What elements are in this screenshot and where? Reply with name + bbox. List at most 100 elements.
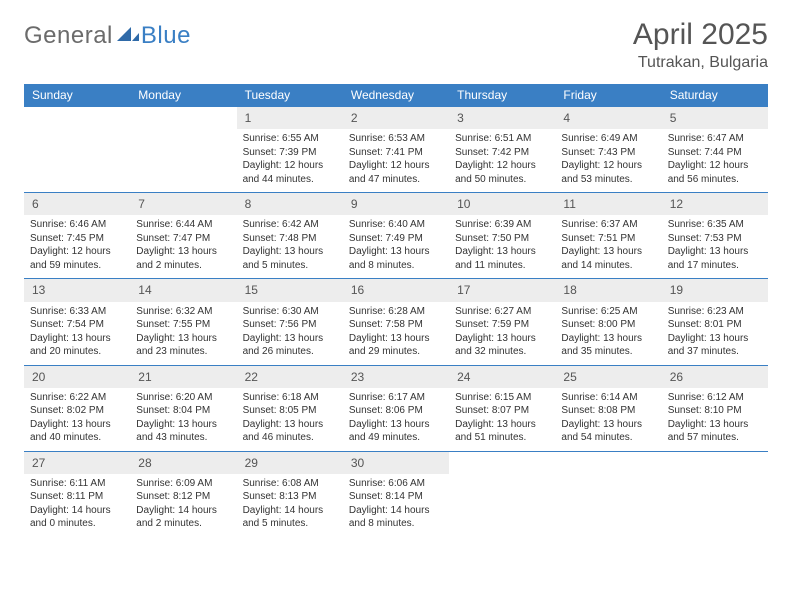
daylight-text: and 23 minutes.	[136, 345, 230, 359]
day-number: 28	[130, 452, 236, 474]
day-cell: Sunrise: 6:25 AMSunset: 8:00 PMDaylight:…	[555, 302, 661, 366]
logo-text-general: General	[24, 22, 113, 50]
sunrise-text: Sunrise: 6:12 AM	[668, 391, 762, 405]
daylight-text: and 59 minutes.	[30, 259, 124, 273]
sunrise-text: Sunrise: 6:11 AM	[30, 477, 124, 491]
day-number: 25	[555, 366, 661, 388]
day-cell: Sunrise: 6:51 AMSunset: 7:42 PMDaylight:…	[449, 129, 555, 193]
day-number: 5	[662, 107, 768, 129]
day-cell: Sunrise: 6:09 AMSunset: 8:12 PMDaylight:…	[130, 474, 236, 537]
daylight-text: Daylight: 12 hours	[455, 159, 549, 173]
daylight-text: and 47 minutes.	[349, 173, 443, 187]
daylight-text: Daylight: 12 hours	[243, 159, 337, 173]
day-number: 19	[662, 279, 768, 301]
daylight-text: Daylight: 14 hours	[243, 504, 337, 518]
weekday-header-row: SundayMondayTuesdayWednesdayThursdayFrid…	[24, 84, 768, 107]
day-number-row: 12345	[24, 107, 768, 130]
day-cell: Sunrise: 6:39 AMSunset: 7:50 PMDaylight:…	[449, 215, 555, 279]
weekday-header: Thursday	[449, 84, 555, 107]
sunrise-text: Sunrise: 6:44 AM	[136, 218, 230, 232]
sunset-text: Sunset: 8:14 PM	[349, 490, 443, 504]
daylight-text: and 46 minutes.	[243, 431, 337, 445]
title-block: April 2025 Tutrakan, Bulgaria	[633, 18, 768, 72]
day-cell: Sunrise: 6:37 AMSunset: 7:51 PMDaylight:…	[555, 215, 661, 279]
daylight-text: and 32 minutes.	[455, 345, 549, 359]
daylight-text: Daylight: 13 hours	[349, 245, 443, 259]
daylight-text: Daylight: 14 hours	[349, 504, 443, 518]
daylight-text: and 5 minutes.	[243, 517, 337, 531]
day-cell	[449, 474, 555, 537]
day-number: 11	[555, 193, 661, 215]
daylight-text: Daylight: 13 hours	[243, 418, 337, 432]
day-cell: Sunrise: 6:20 AMSunset: 8:04 PMDaylight:…	[130, 388, 236, 452]
sunrise-text: Sunrise: 6:28 AM	[349, 305, 443, 319]
daylight-text: and 2 minutes.	[136, 517, 230, 531]
sunrise-text: Sunrise: 6:14 AM	[561, 391, 655, 405]
logo-text-blue: Blue	[141, 22, 191, 50]
sunset-text: Sunset: 7:41 PM	[349, 146, 443, 160]
sunset-text: Sunset: 8:00 PM	[561, 318, 655, 332]
weekday-header: Monday	[130, 84, 236, 107]
sunrise-text: Sunrise: 6:42 AM	[243, 218, 337, 232]
sunset-text: Sunset: 7:50 PM	[455, 232, 549, 246]
sunrise-text: Sunrise: 6:35 AM	[668, 218, 762, 232]
weekday-header: Tuesday	[237, 84, 343, 107]
daylight-text: and 14 minutes.	[561, 259, 655, 273]
weekday-header: Saturday	[662, 84, 768, 107]
daylight-text: Daylight: 13 hours	[349, 332, 443, 346]
logo: General Blue	[24, 22, 191, 50]
day-number: 23	[343, 366, 449, 388]
weekday-header: Friday	[555, 84, 661, 107]
sunrise-text: Sunrise: 6:46 AM	[30, 218, 124, 232]
sunset-text: Sunset: 7:53 PM	[668, 232, 762, 246]
day-cell	[130, 129, 236, 193]
daylight-text: and 53 minutes.	[561, 173, 655, 187]
sunrise-text: Sunrise: 6:08 AM	[243, 477, 337, 491]
sunset-text: Sunset: 7:58 PM	[349, 318, 443, 332]
daylight-text: and 40 minutes.	[30, 431, 124, 445]
day-body-row: Sunrise: 6:11 AMSunset: 8:11 PM Daylight:…	[24, 474, 768, 537]
sunset-text: Sunset: 8:11 PM	[30, 490, 124, 504]
daylight-text: and 29 minutes.	[349, 345, 443, 359]
sunset-text: Sunset: 7:55 PM	[136, 318, 230, 332]
daylight-text: and 37 minutes.	[668, 345, 762, 359]
day-number	[449, 452, 555, 474]
day-cell: Sunrise: 6:42 AMSunset: 7:48 PMDaylight:…	[237, 215, 343, 279]
daylight-text: Daylight: 13 hours	[243, 332, 337, 346]
weekday-header: Wednesday	[343, 84, 449, 107]
sunset-text: Sunset: 8:12 PM	[136, 490, 230, 504]
day-number: 21	[130, 366, 236, 388]
calendar-table: SundayMondayTuesdayWednesdayThursdayFrid…	[24, 84, 768, 537]
sunset-text: Sunset: 7:54 PM	[30, 318, 124, 332]
day-number: 18	[555, 279, 661, 301]
day-cell: Sunrise: 6:33 AMSunset: 7:54 PMDaylight:…	[24, 302, 130, 366]
daylight-text: Daylight: 13 hours	[243, 245, 337, 259]
day-cell: Sunrise: 6:27 AMSunset: 7:59 PMDaylight:…	[449, 302, 555, 366]
day-number: 3	[449, 107, 555, 129]
logo-sail-icon	[117, 25, 139, 48]
daylight-text: and 20 minutes.	[30, 345, 124, 359]
day-number: 13	[24, 279, 130, 301]
day-cell: Sunrise: 6:17 AMSunset: 8:06 PMDaylight:…	[343, 388, 449, 452]
daylight-text: and 43 minutes.	[136, 431, 230, 445]
day-cell	[24, 129, 130, 193]
daylight-text: Daylight: 13 hours	[561, 245, 655, 259]
day-number: 29	[237, 452, 343, 474]
sunset-text: Sunset: 8:01 PM	[668, 318, 762, 332]
daylight-text: and 2 minutes.	[136, 259, 230, 273]
daylight-text: and 56 minutes.	[668, 173, 762, 187]
day-body-row: Sunrise: 6:33 AMSunset: 7:54 PMDaylight:…	[24, 302, 768, 366]
daylight-text: Daylight: 12 hours	[561, 159, 655, 173]
sunset-text: Sunset: 8:06 PM	[349, 404, 443, 418]
day-number: 10	[449, 193, 555, 215]
day-number: 6	[24, 193, 130, 215]
day-cell: Sunrise: 6:46 AMSunset: 7:45 PMDaylight:…	[24, 215, 130, 279]
daylight-text: Daylight: 13 hours	[561, 418, 655, 432]
day-cell: Sunrise: 6:11 AMSunset: 8:11 PMDaylight:…	[24, 474, 130, 537]
day-cell: Sunrise: 6:28 AMSunset: 7:58 PMDaylight:…	[343, 302, 449, 366]
daylight-text: and 5 minutes.	[243, 259, 337, 273]
day-cell: Sunrise: 6:53 AMSunset: 7:41 PMDaylight:…	[343, 129, 449, 193]
day-cell: Sunrise: 6:44 AMSunset: 7:47 PMDaylight:…	[130, 215, 236, 279]
day-number-row: 20212223242526	[24, 365, 768, 388]
daylight-text: and 26 minutes.	[243, 345, 337, 359]
